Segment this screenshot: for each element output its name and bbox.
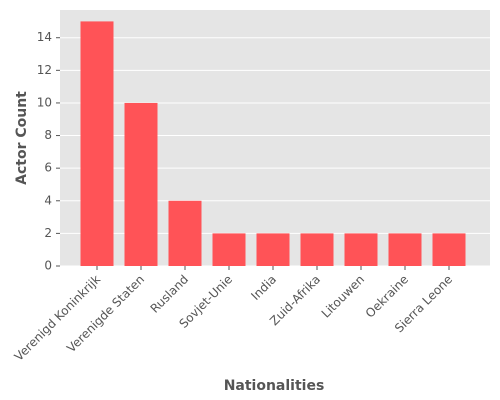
- x-tick-label: Verenigd Koninkrijk: [12, 272, 104, 364]
- y-tick-label: 10: [37, 95, 52, 109]
- y-tick-label: 6: [44, 161, 52, 175]
- bar: [168, 200, 202, 266]
- y-tick-label: 0: [44, 259, 52, 273]
- x-axis-label: Nationalities: [224, 378, 325, 394]
- bar: [432, 233, 466, 266]
- bar: [124, 102, 158, 266]
- y-axis-label: Actor Count: [14, 91, 30, 185]
- x-tick-label: India: [248, 272, 279, 303]
- x-tick-label: Rusland: [148, 272, 192, 316]
- bar: [388, 233, 422, 266]
- bar: [344, 233, 378, 266]
- y-tick-label: 14: [37, 30, 52, 44]
- bar: [212, 233, 246, 266]
- y-tick-label: 2: [44, 226, 52, 240]
- bar: [256, 233, 290, 266]
- y-tick-label: 12: [37, 63, 52, 77]
- bar: [80, 21, 114, 266]
- x-tick-label: Litouwen: [319, 272, 367, 320]
- y-tick-label: 4: [44, 193, 52, 207]
- bar: [300, 233, 334, 266]
- y-tick-label: 8: [44, 128, 52, 142]
- x-tick-label: Verenigde Staten: [64, 272, 147, 355]
